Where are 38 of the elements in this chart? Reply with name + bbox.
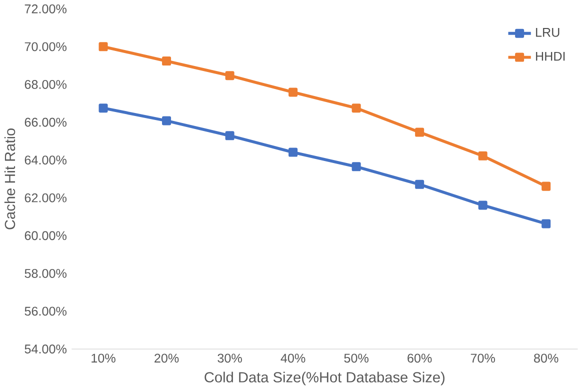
point	[415, 180, 424, 190]
x-tick-label: 40%	[280, 354, 306, 363]
point	[288, 148, 298, 157]
y-tick-label: 64.00%	[24, 156, 66, 165]
legend-label: HHDI	[536, 52, 565, 61]
point	[542, 219, 551, 228]
y-tick-label: 62.00%	[24, 194, 66, 202]
x-tick-label: 70%	[470, 354, 495, 363]
y-tick-label: 68.00%	[24, 80, 66, 90]
x-tick-label: 20%	[154, 354, 179, 363]
y-axis-title: Cache Hit Ratio	[4, 128, 16, 230]
x-tick-label: 30%	[218, 354, 242, 363]
point	[98, 42, 108, 52]
y-tick-label: 60.00%	[24, 231, 66, 240]
x-tick-label: 50%	[344, 354, 368, 363]
x-axis-title: Cold Data Size(%Hot Database Size)	[204, 372, 444, 386]
point	[225, 131, 234, 140]
x-tick-label: 80%	[534, 354, 558, 363]
point	[478, 200, 488, 210]
x-tick-label: 60%	[408, 354, 432, 363]
point	[352, 104, 361, 113]
point	[478, 152, 488, 161]
legend-label: LRU	[536, 28, 560, 37]
y-tick-label: 54.00%	[24, 344, 66, 354]
y-tick-label: 56.00%	[24, 306, 66, 316]
y-tick-label: 66.00%	[24, 118, 66, 127]
point	[225, 71, 234, 80]
point	[415, 128, 424, 137]
y-tick-label: 58.00%	[24, 269, 66, 278]
point	[352, 162, 361, 172]
point	[162, 116, 172, 126]
point	[288, 88, 298, 97]
point	[162, 56, 172, 66]
point	[542, 182, 551, 191]
y-tick-label: 70.00%	[24, 42, 66, 52]
y-tick-label: 72.00%	[24, 4, 66, 14]
x-tick-label: 10%	[92, 354, 116, 363]
point	[98, 104, 108, 113]
